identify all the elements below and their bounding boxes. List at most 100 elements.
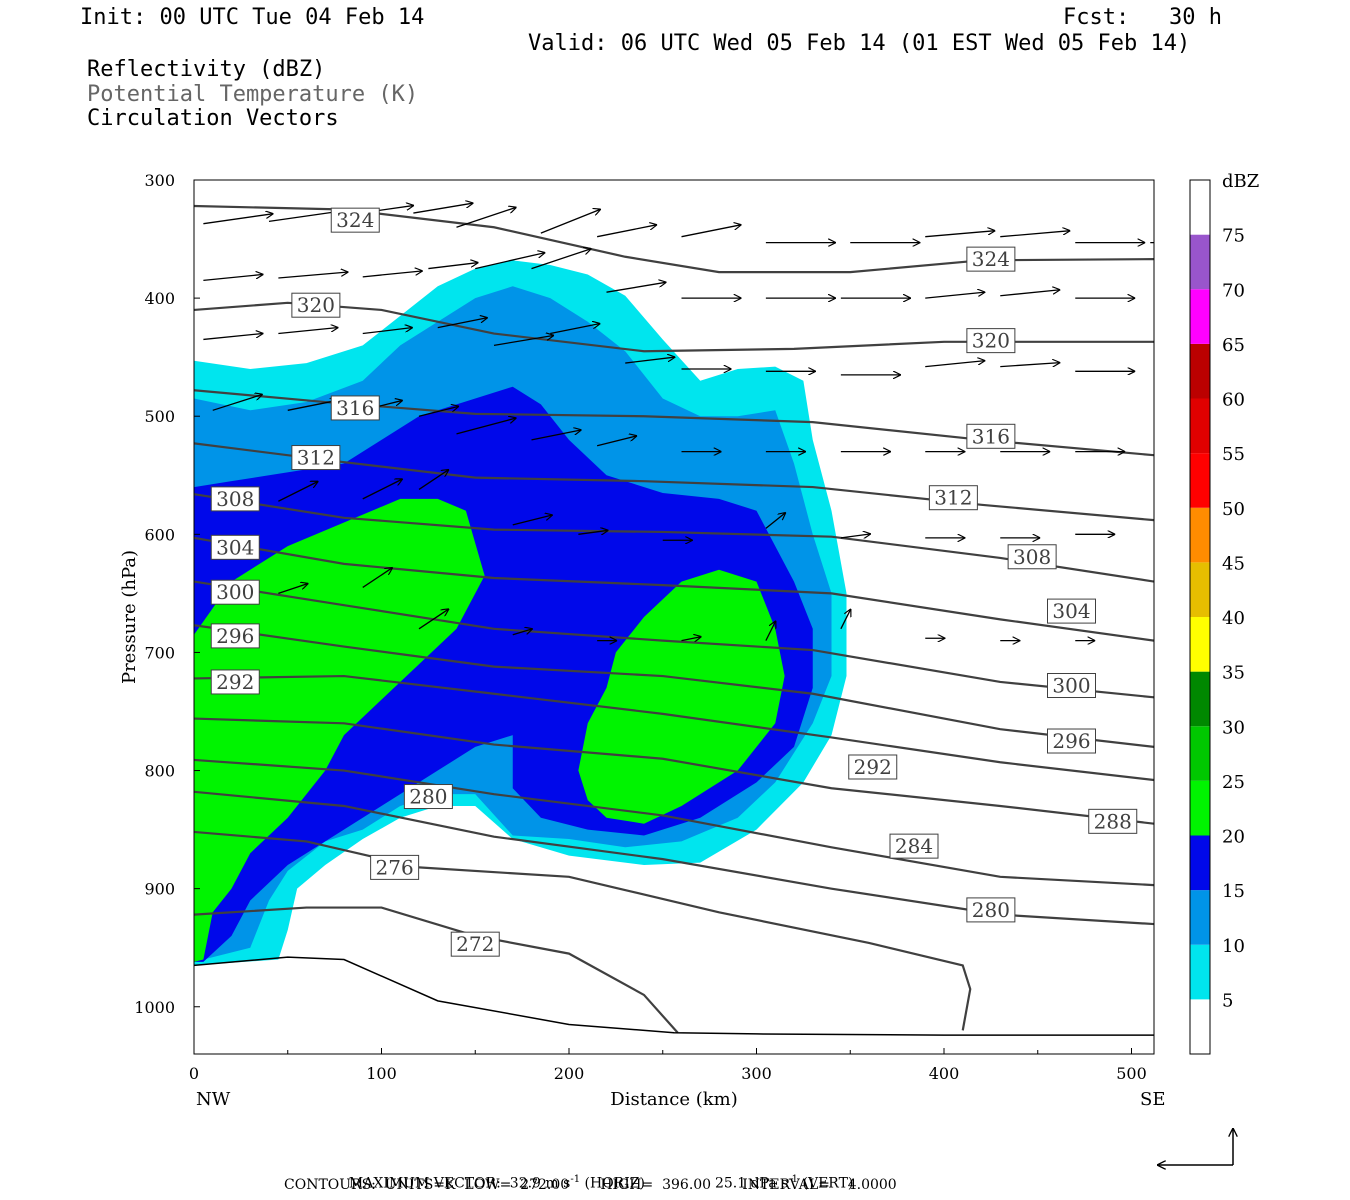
x-tick-label: 200	[554, 1064, 585, 1083]
nw-end-label: NW	[196, 1089, 231, 1110]
svg-text:316: 316	[972, 424, 1010, 448]
circulation-vector	[203, 333, 263, 341]
svg-text:320: 320	[297, 293, 335, 317]
init-time: Init: 00 UTC Tue 04 Feb 14	[80, 5, 425, 30]
circulation-vector	[550, 324, 600, 335]
circulation-vector	[418, 609, 449, 630]
y-tick-label: 600	[144, 525, 175, 544]
svg-text:320: 320	[972, 329, 1010, 353]
svg-text:316: 316	[336, 396, 374, 420]
contour-label-300: 300	[1047, 673, 1096, 699]
svg-text:324: 324	[336, 208, 374, 232]
y-tick-label: 800	[144, 762, 175, 781]
contour-label-284: 284	[889, 833, 939, 859]
svg-text:296: 296	[1052, 729, 1090, 753]
contour-label-308: 308	[210, 486, 260, 512]
svg-text:288: 288	[1094, 809, 1132, 833]
circulation-vector	[681, 225, 742, 238]
colorbar-swatch	[1190, 617, 1210, 672]
vert-tag: (VERT)	[798, 1175, 854, 1192]
circulation-vector	[278, 328, 338, 335]
colorbar-swatch	[1190, 999, 1210, 1054]
circulation-vector	[268, 211, 339, 222]
svg-text:324: 324	[972, 247, 1010, 271]
colorbar-label: 15	[1222, 881, 1245, 902]
unit-superscript: -1	[788, 1174, 799, 1185]
contour-label-292: 292	[210, 669, 260, 695]
colorbar-swatch	[1190, 944, 1210, 1000]
y-tick-label: 700	[144, 643, 175, 662]
svg-text:312: 312	[934, 486, 972, 510]
circulation-vector	[362, 271, 423, 278]
circulation-vector	[925, 361, 985, 368]
circulation-vector	[428, 263, 478, 270]
svg-text:280: 280	[409, 785, 447, 809]
contour-label-280: 280	[966, 897, 1016, 923]
max-vert-text: 25.1 dPa s	[714, 1175, 789, 1192]
circulation-vector	[765, 621, 776, 641]
reflectivity-region-20	[578, 569, 785, 824]
circulation-vector	[418, 469, 449, 490]
y-tick-label: 300	[144, 171, 175, 190]
colorbar-label: 50	[1222, 499, 1245, 520]
circulation-vector	[925, 292, 985, 299]
circulation-vector	[840, 534, 871, 538]
y-tick-label: 400	[144, 289, 175, 308]
colorbar-swatch	[1190, 890, 1210, 945]
colorbar-label: 5	[1222, 990, 1233, 1011]
contour-label-272: 272	[450, 931, 500, 957]
contour-label-296: 296	[1047, 728, 1096, 754]
colorbar-swatch	[1190, 289, 1210, 344]
circulation-vector	[203, 274, 263, 282]
colorbar-title: dBZ	[1222, 171, 1259, 192]
field-reflectivity-title: Reflectivity (dBZ)	[87, 57, 326, 82]
isentrope-284	[194, 758, 1154, 887]
colorbar-swatch	[1190, 835, 1210, 891]
isentrope-288	[194, 717, 1154, 825]
plot-frame	[193, 179, 1155, 1055]
circulation-vector	[212, 394, 263, 411]
svg-text:292: 292	[854, 755, 892, 779]
colorbar-swatch	[1190, 398, 1210, 454]
field-vectors-title: Circulation Vectors	[87, 106, 339, 131]
circulation-vector	[437, 318, 488, 329]
colorbar-label: 55	[1222, 444, 1245, 465]
circulation-vector	[681, 637, 702, 641]
circulation-vector	[493, 335, 554, 346]
circulation-vector	[278, 583, 308, 594]
circulation-vector	[203, 214, 273, 225]
circulation-vector	[456, 207, 517, 228]
reflectivity-region-20	[194, 498, 485, 962]
colorbar-swatch	[1190, 180, 1210, 235]
contour-label-308: 308	[1007, 544, 1057, 570]
svg-text:308: 308	[216, 487, 254, 511]
contour-label-304: 304	[210, 534, 260, 560]
contour-label-320: 320	[966, 328, 1016, 354]
circulation-vector	[540, 209, 601, 234]
contour-label-324: 324	[966, 246, 1016, 272]
circulation-vector	[596, 225, 657, 238]
colorbar-label: 20	[1222, 827, 1245, 848]
circulation-vector	[1000, 231, 1070, 238]
circulation-vector	[512, 629, 533, 636]
x-tick-label: 500	[1116, 1064, 1147, 1083]
contour-label-316: 316	[330, 395, 380, 421]
contour-info: CONTOURS: UNITS=K LOW= 272.00 HIGH= 396.…	[284, 1177, 897, 1193]
isentrope-304	[194, 536, 1154, 642]
isentrope-308	[194, 493, 1154, 583]
valid-time: Valid: 06 UTC Wed 05 Feb 14 (01 EST Wed …	[528, 31, 1191, 56]
y-tick-label: 1000	[134, 998, 175, 1017]
colorbar-label: 40	[1222, 608, 1245, 629]
field-theta-title: Potential Temperature (K)	[87, 82, 419, 107]
svg-text:300: 300	[216, 580, 254, 604]
svg-text:292: 292	[216, 670, 254, 694]
isentrope-296	[194, 624, 1154, 749]
isentrope-300	[194, 580, 1154, 699]
circulation-vector	[596, 436, 637, 447]
colorbar-swatch	[1190, 780, 1210, 836]
colorbar-swatch	[1190, 671, 1210, 727]
circulation-vector	[578, 530, 608, 534]
contour-label-312: 312	[291, 445, 341, 471]
svg-text:308: 308	[1013, 545, 1051, 569]
circulation-vector	[413, 203, 473, 214]
